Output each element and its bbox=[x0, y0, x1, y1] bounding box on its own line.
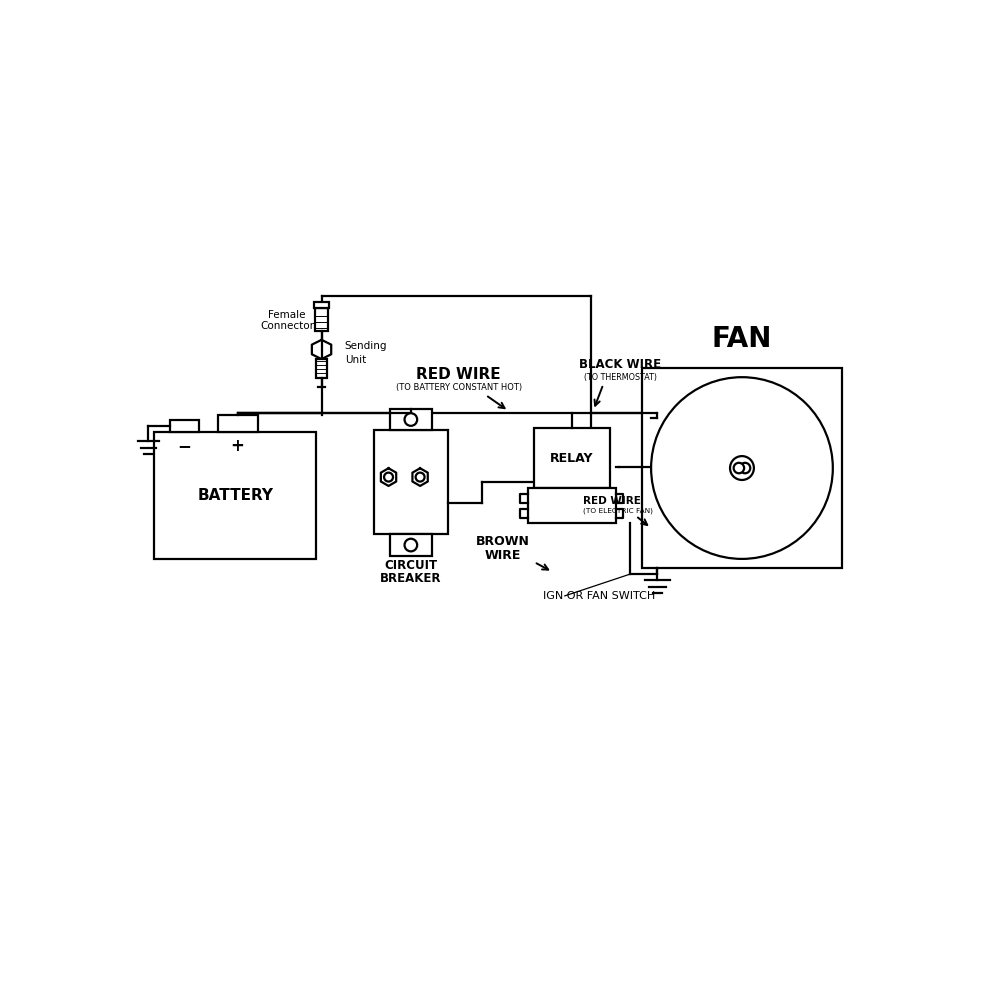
Bar bbox=[316, 359, 327, 378]
Text: FAN: FAN bbox=[712, 325, 772, 353]
Bar bbox=[528, 488, 616, 523]
Circle shape bbox=[740, 463, 750, 473]
Text: BREAKER: BREAKER bbox=[380, 572, 442, 585]
Text: Female: Female bbox=[268, 310, 306, 320]
Text: RELAY: RELAY bbox=[550, 452, 594, 465]
Circle shape bbox=[651, 377, 833, 559]
Text: BROWN: BROWN bbox=[476, 535, 530, 548]
Bar bbox=[642, 368, 842, 568]
Circle shape bbox=[734, 463, 744, 473]
Circle shape bbox=[405, 413, 417, 426]
Text: Connector: Connector bbox=[260, 321, 314, 331]
Text: (TO BATTERY CONSTANT HOT): (TO BATTERY CONSTANT HOT) bbox=[396, 383, 522, 392]
Bar bbox=[170, 420, 199, 432]
Text: BATTERY: BATTERY bbox=[197, 488, 273, 503]
Bar bbox=[534, 428, 610, 488]
Text: WIRE: WIRE bbox=[485, 549, 521, 562]
Circle shape bbox=[730, 456, 754, 480]
Text: +: + bbox=[231, 437, 245, 455]
Circle shape bbox=[405, 539, 417, 551]
Bar bbox=[314, 302, 329, 308]
Circle shape bbox=[384, 473, 393, 482]
Text: RED WIRE: RED WIRE bbox=[416, 367, 501, 382]
Text: CIRCUIT: CIRCUIT bbox=[384, 559, 437, 572]
Bar bbox=[154, 432, 316, 559]
Bar bbox=[374, 430, 448, 534]
Bar bbox=[218, 415, 258, 432]
Bar bbox=[315, 308, 328, 331]
Text: BLACK WIRE: BLACK WIRE bbox=[579, 358, 661, 371]
Text: (TO ELECTRIC FAN): (TO ELECTRIC FAN) bbox=[583, 507, 653, 514]
Text: (TO THERMOSTAT): (TO THERMOSTAT) bbox=[584, 373, 657, 382]
Bar bbox=[390, 534, 432, 556]
Text: Sending: Sending bbox=[345, 341, 387, 351]
Circle shape bbox=[416, 473, 425, 482]
Bar bbox=[390, 409, 432, 430]
Text: −: − bbox=[178, 437, 191, 455]
Text: RED WIRE: RED WIRE bbox=[583, 496, 641, 506]
Text: Unit: Unit bbox=[345, 355, 366, 365]
Text: IGN OR FAN SWITCH: IGN OR FAN SWITCH bbox=[543, 591, 655, 601]
